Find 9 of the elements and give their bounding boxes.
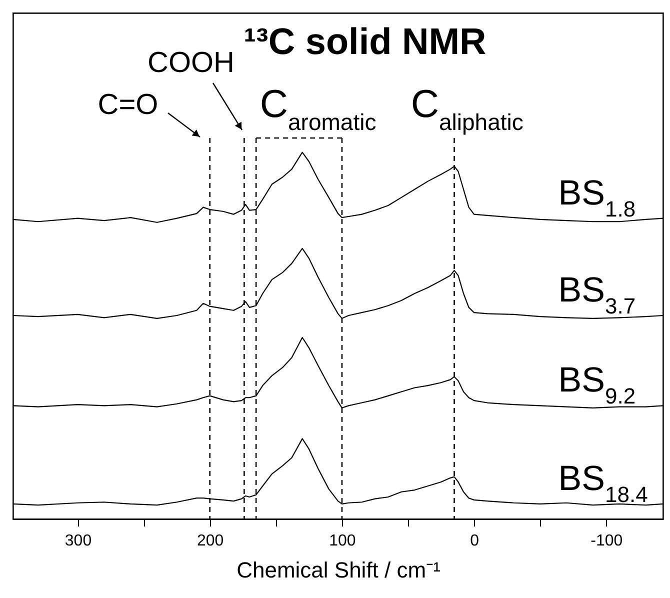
text: COOH bbox=[148, 47, 234, 79]
chart-title: ¹³C solid NMR bbox=[244, 21, 486, 62]
x-tick-label: 200 bbox=[197, 532, 224, 550]
x-tick-label: 0 bbox=[470, 532, 480, 550]
x-tick-label: 300 bbox=[64, 532, 92, 550]
x-tick-label: 100 bbox=[329, 532, 356, 550]
x-tick-label: -100 bbox=[590, 532, 623, 550]
text: C=O bbox=[98, 89, 158, 121]
x-axis-title: Chemical Shift / cm⁻¹ bbox=[236, 558, 440, 582]
